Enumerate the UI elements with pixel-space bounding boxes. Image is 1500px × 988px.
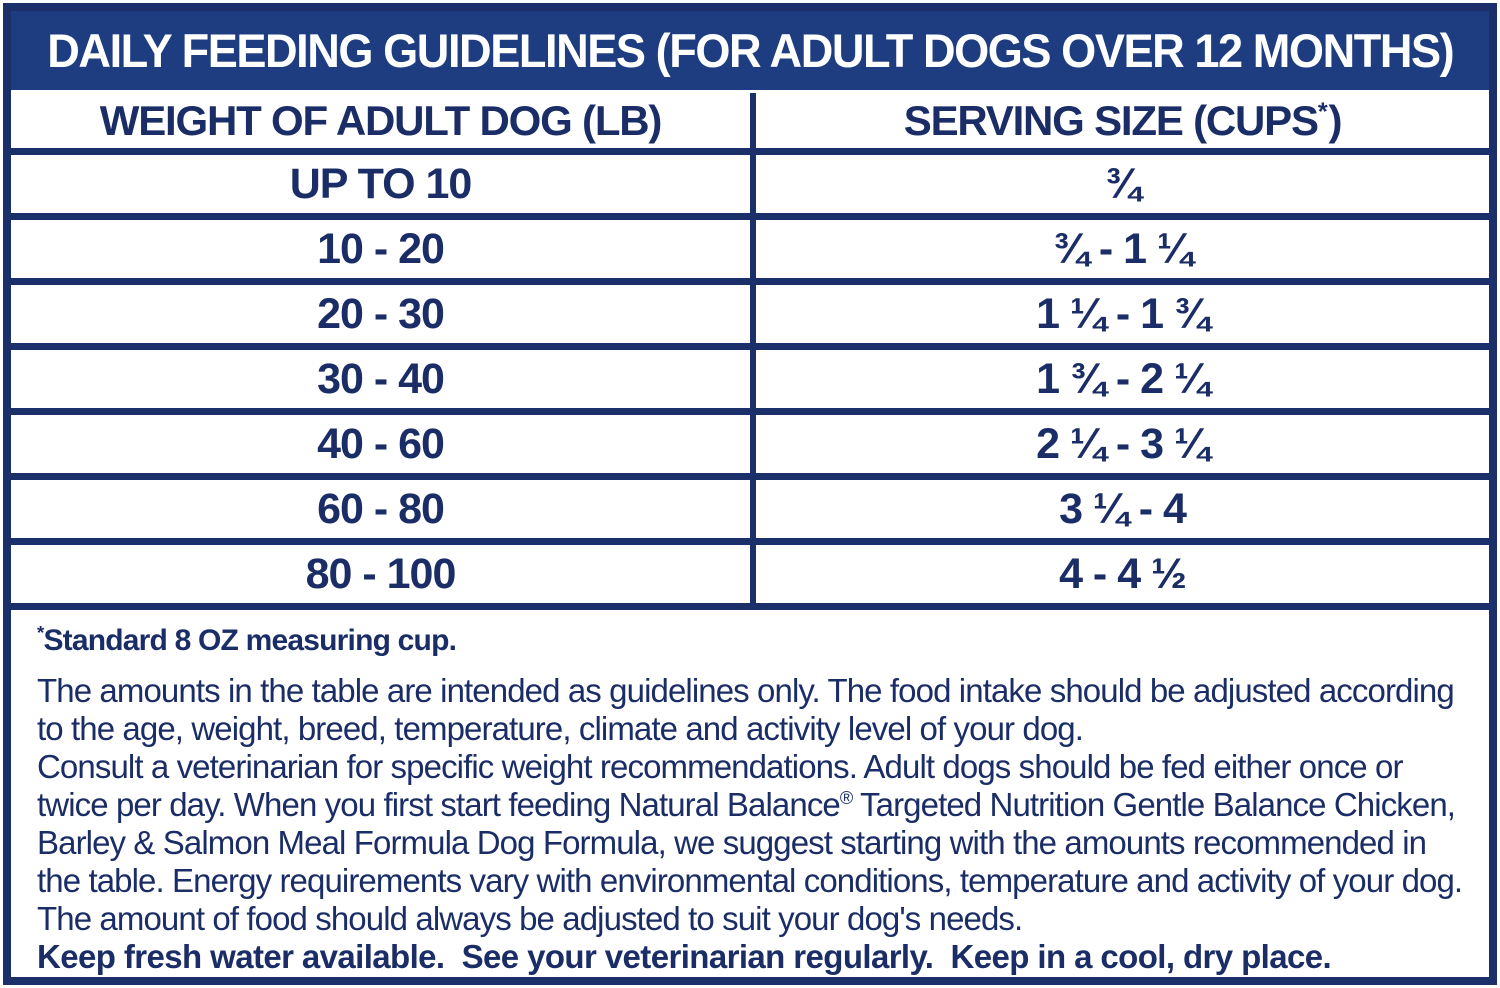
- table-row: 20 - 30 1 ¼ - 1 ¾: [11, 285, 1489, 350]
- weight-cell: 20 - 30: [11, 285, 756, 343]
- serving-column-label: SERVING SIZE (CUPS*): [903, 96, 1343, 144]
- weight-cell: 80 - 100: [11, 545, 756, 603]
- serving-cell: 3 ¼ - 4: [756, 480, 1489, 538]
- weight-cell: 10 - 20: [11, 220, 756, 278]
- notes-section: *Standard 8 OZ measuring cup. The amount…: [11, 610, 1489, 977]
- serving-cell: 2 ¼ - 3 ¼: [756, 415, 1489, 473]
- serving-cell: 4 - 4 ½: [756, 545, 1489, 603]
- title-bar: DAILY FEEDING GUIDELINES (FOR ADULT DOGS…: [11, 11, 1489, 90]
- registered-trademark-symbol: ®: [839, 788, 853, 808]
- serving-cell: ¾ - 1 ¼: [756, 220, 1489, 278]
- table-row: 80 - 100 4 - 4 ½: [11, 545, 1489, 610]
- serving-cell: 1 ¾ - 2 ¼: [756, 350, 1489, 408]
- table-row: UP TO 10 ¾: [11, 155, 1489, 220]
- asterisk-superscript: *: [37, 622, 44, 643]
- page-title: DAILY FEEDING GUIDELINES (FOR ADULT DOGS…: [47, 24, 1454, 77]
- weight-cell: 40 - 60: [11, 415, 756, 473]
- asterisk-superscript: *: [1317, 97, 1328, 126]
- table-row: 30 - 40 1 ¾ - 2 ¼: [11, 350, 1489, 415]
- care-instructions-bold: Keep fresh water available. See your vet…: [37, 938, 1332, 975]
- weight-cell: 30 - 40: [11, 350, 756, 408]
- table-row: 40 - 60 2 ¼ - 3 ¼: [11, 415, 1489, 480]
- label-frame: DAILY FEEDING GUIDELINES (FOR ADULT DOGS…: [3, 3, 1497, 985]
- table-row: 10 - 20 ¾ - 1 ¼: [11, 220, 1489, 285]
- feeding-table: WEIGHT OF ADULT DOG (LB) SERVING SIZE (C…: [11, 93, 1489, 610]
- weight-column-label: WEIGHT OF ADULT DOG (LB): [99, 96, 663, 144]
- measuring-cup-footnote: *Standard 8 OZ measuring cup.: [37, 622, 457, 657]
- serving-cell: 1 ¼ - 1 ¾: [756, 285, 1489, 343]
- serving-cell: ¾: [756, 155, 1489, 213]
- column-header-serving: SERVING SIZE (CUPS*): [756, 93, 1489, 148]
- guidelines-paragraph-1: The amounts in the table are intended as…: [37, 672, 1455, 747]
- column-header-weight: WEIGHT OF ADULT DOG (LB): [11, 93, 756, 148]
- guidelines-paragraph-2: Consult a veterinarian for specific weig…: [37, 748, 1463, 937]
- weight-cell: 60 - 80: [11, 480, 756, 538]
- weight-cell: UP TO 10: [11, 155, 756, 213]
- table-row: 60 - 80 3 ¼ - 4: [11, 480, 1489, 545]
- table-header-row: WEIGHT OF ADULT DOG (LB) SERVING SIZE (C…: [11, 93, 1489, 155]
